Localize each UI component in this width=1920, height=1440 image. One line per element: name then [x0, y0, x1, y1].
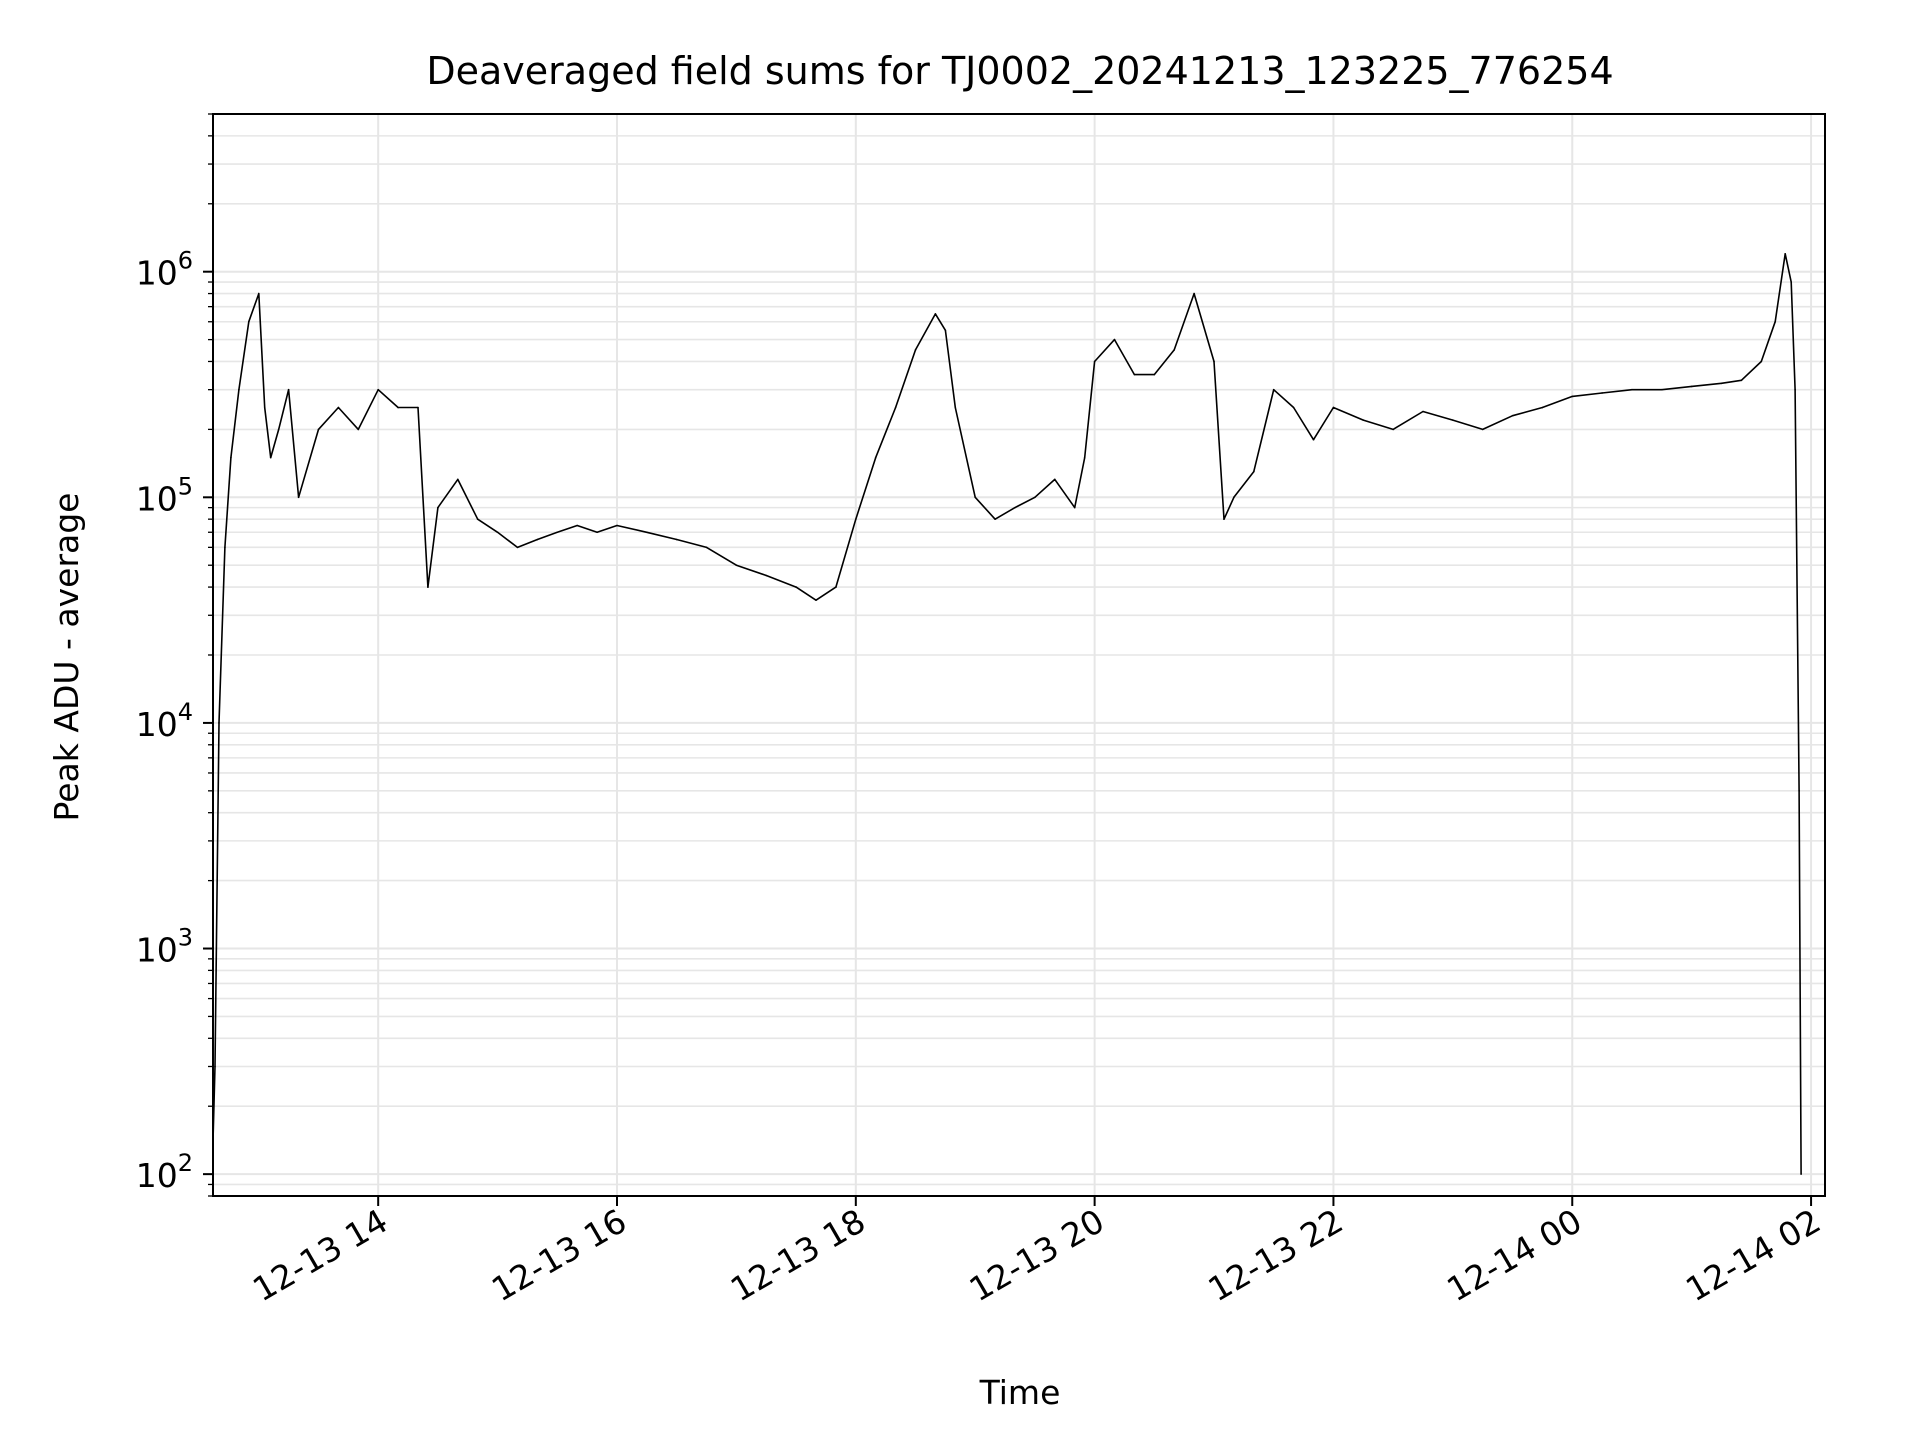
- data-point: [417, 406, 419, 409]
- data-point: [297, 496, 300, 499]
- data-point: [874, 456, 877, 459]
- data-point: [317, 428, 320, 431]
- data-point: [238, 388, 240, 391]
- series-layer: [213, 253, 1802, 1175]
- data-point: [287, 388, 290, 391]
- data-point: [1800, 1173, 1802, 1175]
- data-point: [357, 428, 360, 431]
- y-tick-label: 103: [136, 924, 193, 970]
- data-point: [1054, 478, 1056, 481]
- data-point: [835, 586, 837, 588]
- data-point: [1661, 388, 1663, 391]
- data-point: [1272, 388, 1275, 391]
- data-point: [616, 524, 618, 527]
- data-point: [1798, 790, 1800, 792]
- data-point: [1083, 456, 1086, 459]
- grid-lines: [213, 113, 1825, 1197]
- data-point: [427, 586, 429, 588]
- data-point: [675, 538, 678, 541]
- data-point: [257, 292, 260, 295]
- data-point: [1631, 388, 1633, 391]
- data-point: [1173, 349, 1176, 351]
- data-point: [815, 599, 817, 601]
- data-point: [994, 518, 996, 520]
- data-point: [1362, 419, 1365, 421]
- data-point: [1312, 438, 1315, 441]
- chart-title: Deaveraged field sums for TJ0002_2024121…: [426, 49, 1613, 93]
- data-point: [1193, 292, 1195, 295]
- y-axis-label: Peak ADU - average: [47, 493, 86, 822]
- data-point: [1790, 281, 1792, 283]
- data-point: [1233, 496, 1235, 499]
- data-point: [1720, 382, 1723, 385]
- data-point: [914, 349, 917, 351]
- data-point: [456, 478, 459, 481]
- data-point: [496, 531, 499, 534]
- data-point: [1133, 373, 1136, 376]
- data-point: [1223, 518, 1225, 520]
- data-point: [269, 456, 272, 459]
- data-point: [377, 388, 379, 391]
- data-point: [1481, 428, 1484, 431]
- data-point: [934, 313, 937, 315]
- data-point: [1034, 496, 1036, 499]
- data-point: [735, 564, 738, 567]
- data-point: [437, 506, 439, 509]
- data-point: [1541, 406, 1544, 409]
- y-tick-label: 105: [136, 472, 193, 518]
- data-point: [230, 456, 232, 459]
- data-point: [1760, 360, 1763, 363]
- data-point: [1794, 388, 1796, 391]
- data-point: [1422, 410, 1424, 413]
- data-point: [1601, 392, 1603, 394]
- data-point: [894, 406, 897, 409]
- data-point: [1073, 506, 1076, 509]
- data-point: [795, 586, 797, 588]
- data-point: [337, 406, 340, 409]
- data-point: [1392, 428, 1394, 431]
- data-point: [765, 574, 768, 577]
- data-point: [277, 428, 280, 431]
- data-point: [1511, 414, 1514, 417]
- data-point: [218, 722, 220, 724]
- data-point: [1213, 360, 1215, 363]
- data-point: [1014, 506, 1016, 509]
- data-point: [224, 546, 226, 549]
- data-point: [855, 518, 857, 520]
- data-point: [705, 546, 708, 549]
- data-point: [974, 496, 977, 499]
- data-point: [646, 531, 648, 534]
- data-point: [1774, 320, 1777, 323]
- data-point: [1253, 470, 1255, 473]
- data-point: [556, 531, 559, 534]
- data-point: [536, 538, 539, 541]
- data-point: [516, 546, 519, 549]
- data-point: [944, 329, 947, 332]
- data-point: [1784, 253, 1786, 255]
- data-point: [1113, 338, 1116, 341]
- data-point: [1093, 360, 1096, 363]
- y-tick-label: 104: [136, 698, 193, 744]
- data-point: [1292, 406, 1295, 409]
- data-point: [248, 320, 250, 323]
- data-point: [596, 531, 598, 534]
- y-tick-label: 106: [136, 247, 193, 293]
- x-axis-label: Time: [979, 1373, 1061, 1412]
- data-point: [263, 406, 266, 409]
- data-point: [1571, 395, 1574, 398]
- data-point: [214, 1065, 216, 1068]
- data-point: [1452, 419, 1454, 421]
- data-point: [397, 406, 399, 409]
- data-point: [954, 406, 957, 409]
- data-point: [576, 524, 578, 527]
- data-point: [476, 518, 479, 520]
- data-point: [1690, 385, 1693, 388]
- data-point: [1332, 406, 1335, 409]
- data-point: [1740, 379, 1743, 382]
- y-tick-label: 102: [136, 1149, 193, 1195]
- data-point: [1153, 373, 1156, 376]
